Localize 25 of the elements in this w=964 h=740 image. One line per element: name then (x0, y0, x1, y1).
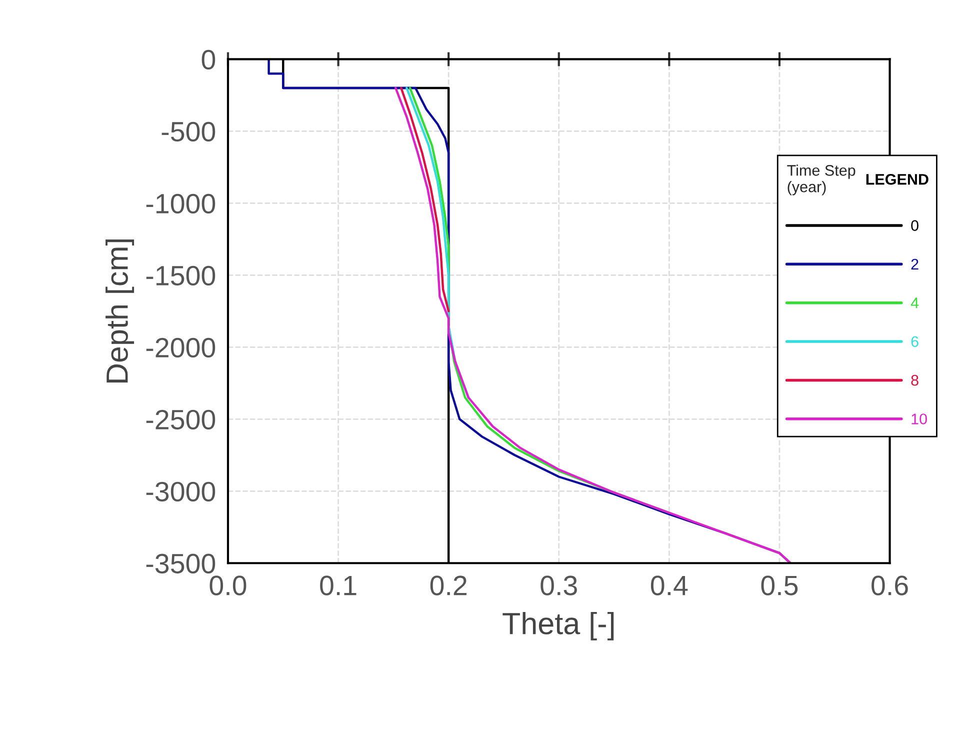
x-tick-label: 0.3 (540, 576, 577, 596)
annotation: LEGEND (866, 174, 928, 185)
x-tick-label: 0.1 (320, 576, 356, 596)
legend-title: Time Step (year) (787, 164, 856, 196)
text: 4 (910, 298, 919, 308)
x-tick-label: 0.6 (872, 576, 908, 596)
y-tick-label: -2500 (146, 410, 216, 430)
text: 8 (911, 374, 918, 386)
y-tick-label: -1500 (146, 266, 216, 286)
y-tick-label: -500 (162, 122, 216, 142)
x-axis-title: Theta [-] (502, 612, 614, 640)
text: 0 (911, 220, 918, 231)
y-axis-title: Depth [cm] (106, 239, 134, 383)
y-tick-label: -3000 (146, 482, 216, 502)
x-tick-label: 0.5 (761, 576, 798, 596)
x-tick-label: 0.2 (430, 576, 466, 596)
y-tick-label: -3500 (146, 554, 216, 574)
x-tick-label: 0.0 (210, 576, 246, 596)
y-tick-label: -2000 (146, 338, 216, 358)
y-tick-label: -1000 (146, 194, 216, 214)
x-tick-label: 0.4 (650, 576, 688, 596)
text: 10 (912, 414, 927, 424)
y-tick-label: 0 (202, 50, 216, 70)
text: 2 (911, 258, 918, 270)
text: 6 (911, 336, 918, 348)
